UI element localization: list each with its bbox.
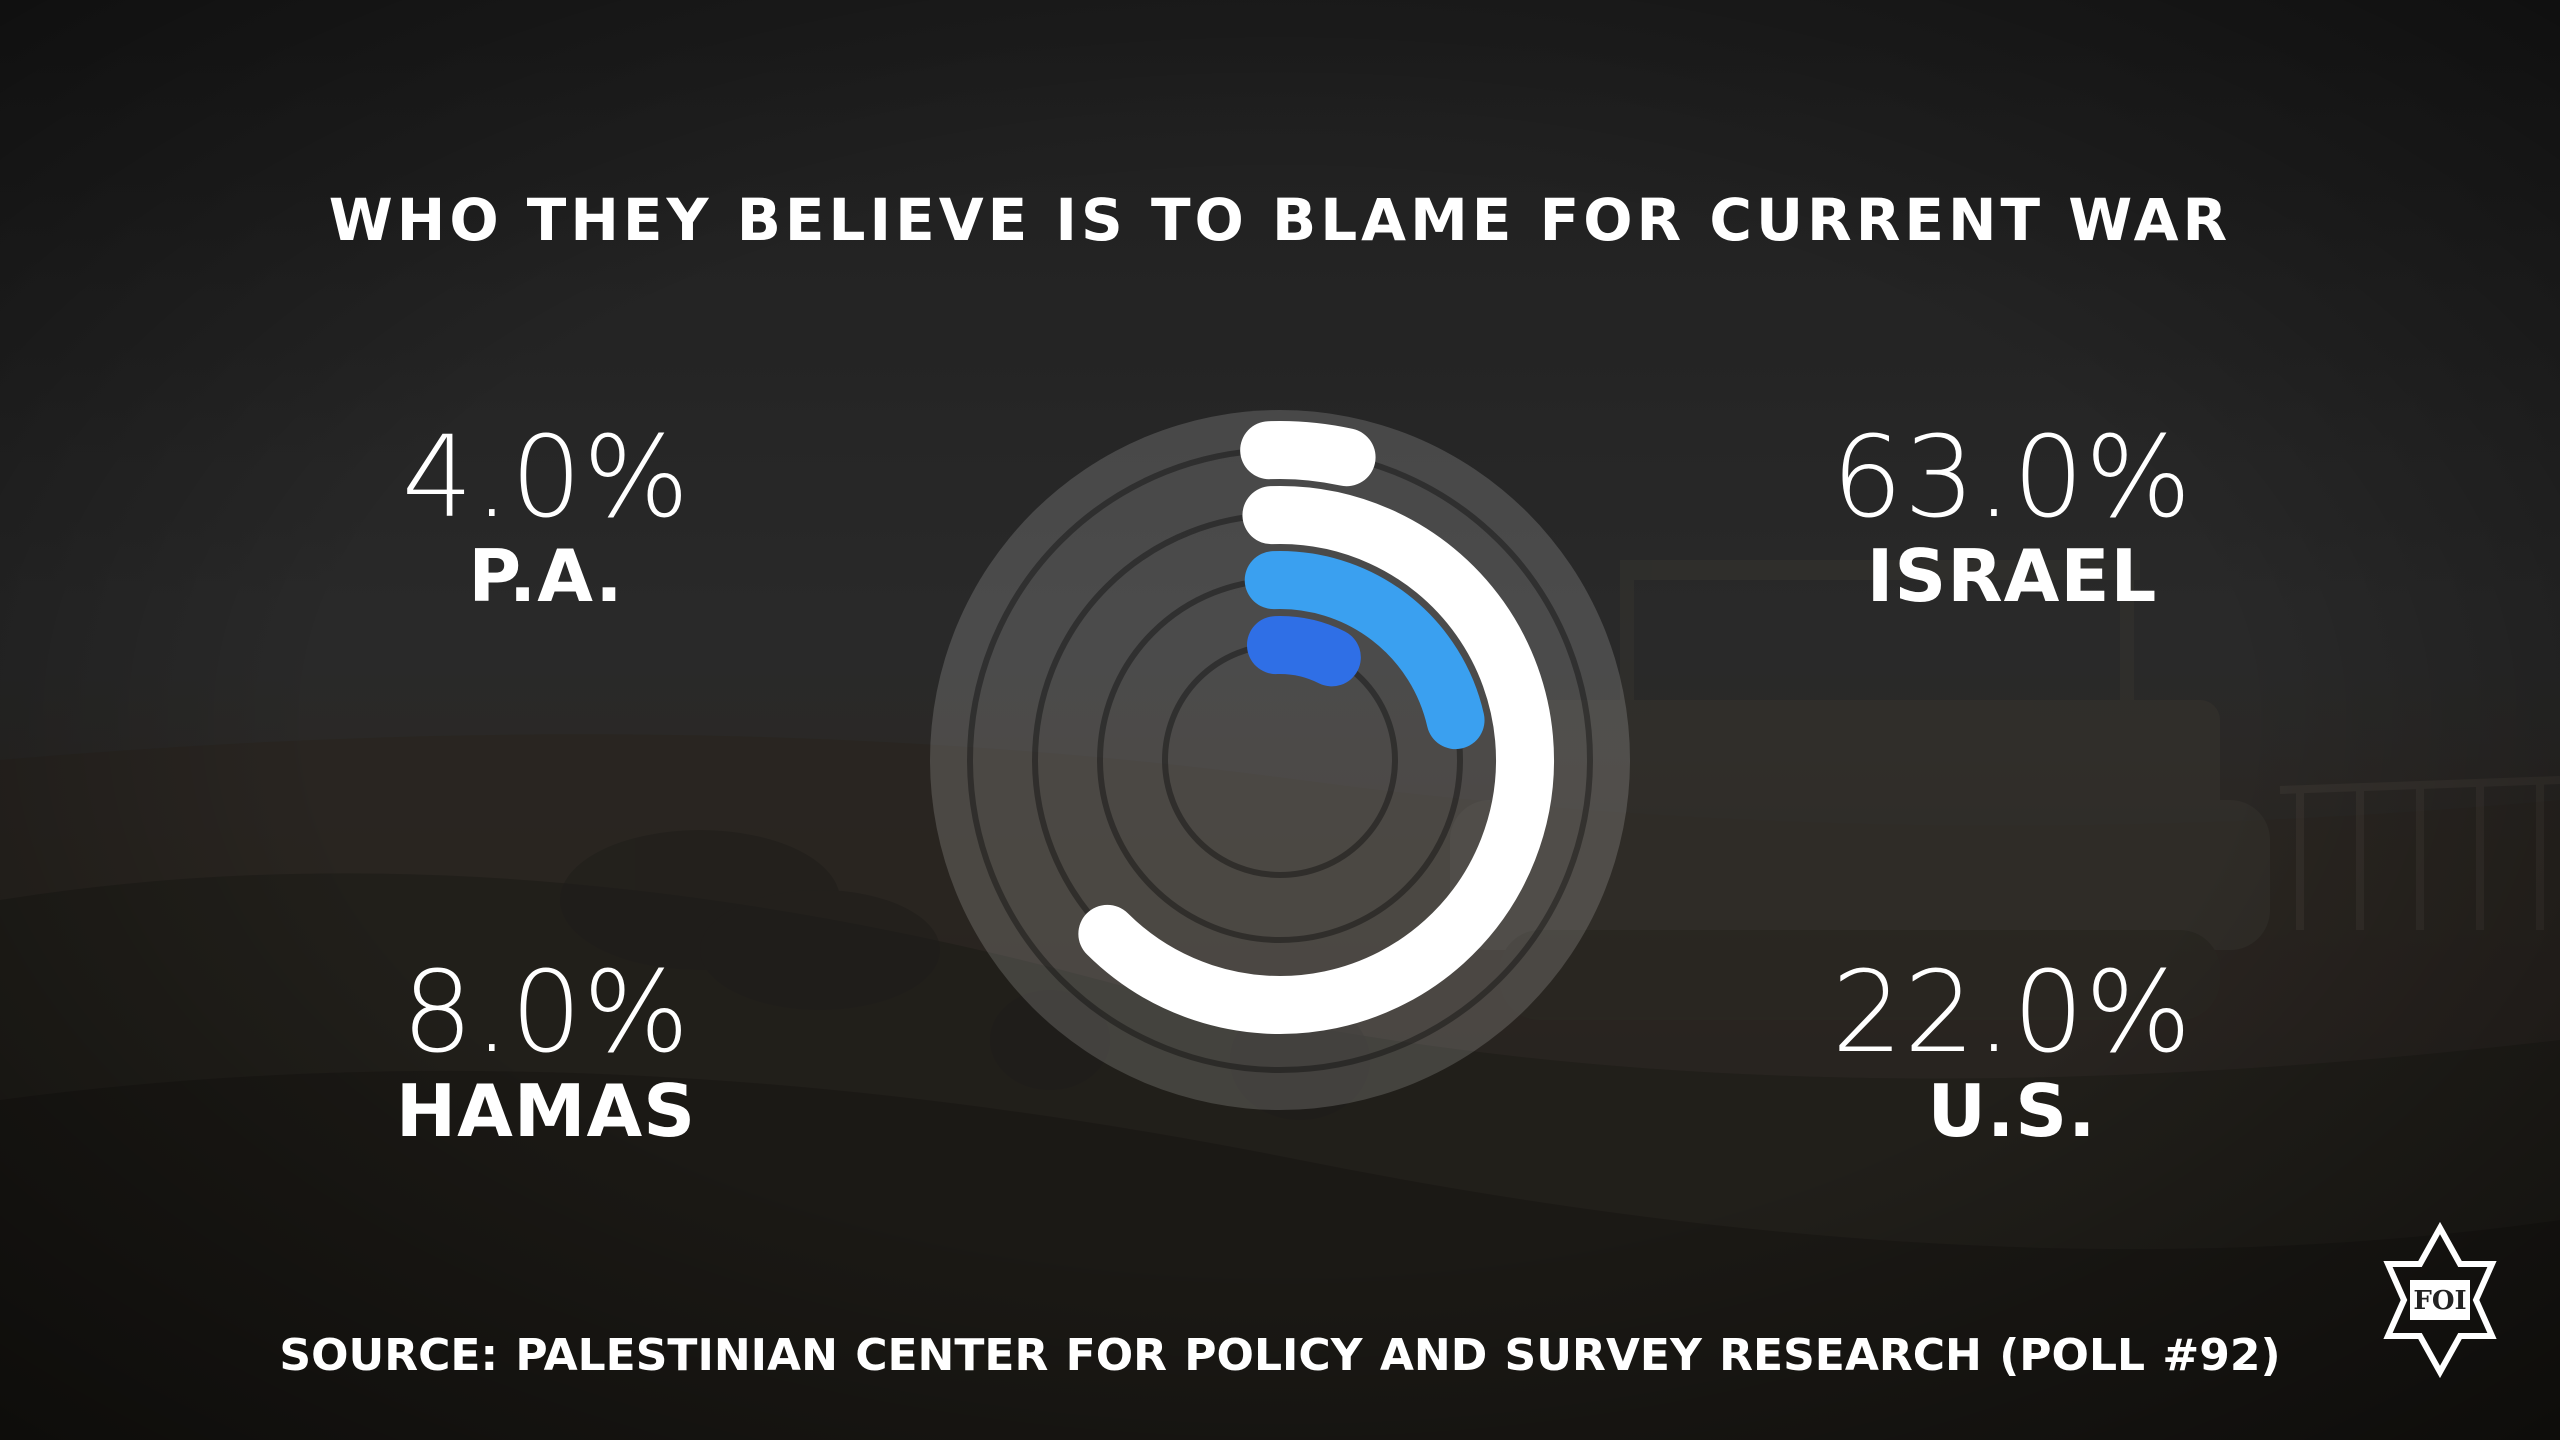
foi-logo: FOI xyxy=(2383,1221,2497,1379)
stat-pa-label: P.A. xyxy=(468,534,624,618)
stat-pa-value: 4.0% xyxy=(401,413,691,543)
stat-us-label: U.S. xyxy=(1927,1069,2097,1153)
stat-hamas-label: HAMAS xyxy=(395,1069,697,1153)
chart-arc-hamas xyxy=(1246,616,1361,687)
chart-arc-israel xyxy=(1078,486,1554,1034)
stat-us: 22.0% U.S. xyxy=(1712,955,2312,1151)
stat-israel-value: 63.0% xyxy=(1831,413,2193,543)
radial-bar-chart xyxy=(930,410,1630,1110)
source-note: SOURCE: PALESTINIAN CENTER FOR POLICY AN… xyxy=(279,1330,2281,1381)
chart-title: WHO THEY BELIEVE IS TO BLAME FOR CURRENT… xyxy=(328,186,2232,254)
logo-plate xyxy=(2410,1280,2470,1320)
chart-arc-p-a xyxy=(1240,421,1376,487)
stat-hamas: 8.0% HAMAS xyxy=(246,955,846,1151)
logo-text: FOI xyxy=(2413,1286,2466,1316)
chart-arc-u-s xyxy=(1244,551,1485,750)
stat-israel-label: ISRAEL xyxy=(1866,534,2158,618)
stat-hamas-value: 8.0% xyxy=(401,948,691,1078)
stat-israel: 63.0% ISRAEL xyxy=(1712,420,2312,616)
stat-us-value: 22.0% xyxy=(1831,948,2193,1078)
stat-pa: 4.0% P.A. xyxy=(246,420,846,616)
star-of-david-icon xyxy=(2383,1221,2497,1379)
